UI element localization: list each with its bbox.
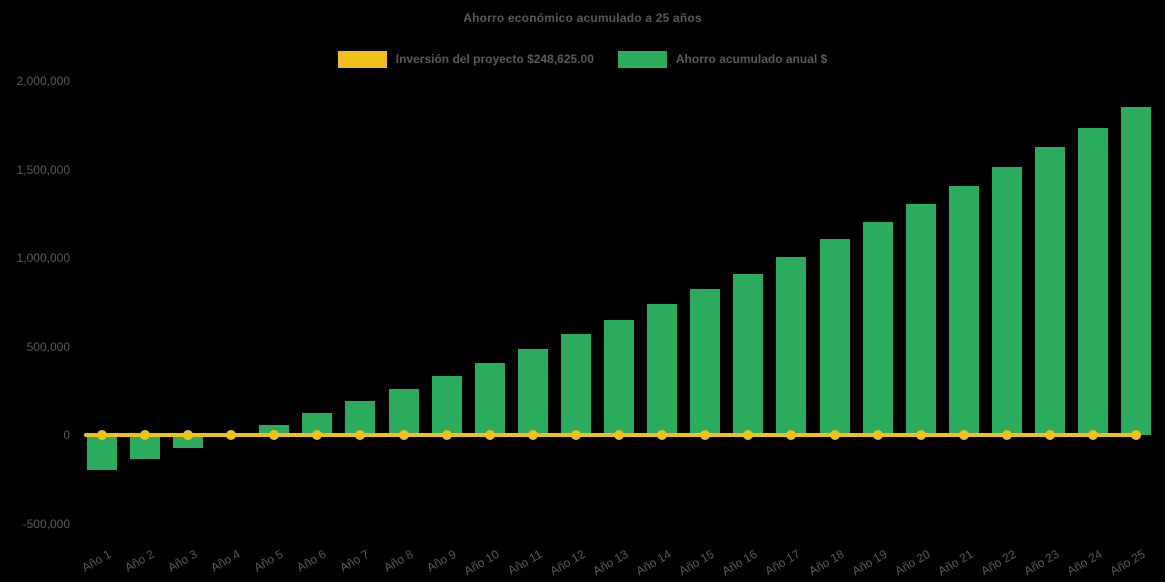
investment-line-marker <box>527 430 538 440</box>
investment-line-marker <box>312 430 323 440</box>
investment-line-marker <box>958 430 969 440</box>
investment-line-marker <box>183 430 193 440</box>
investment-line-marker <box>614 430 624 440</box>
investment-line-marker <box>743 430 754 440</box>
investment-line-marker <box>96 430 107 440</box>
bar <box>388 388 419 435</box>
bar <box>948 186 979 435</box>
legend-label-inversion: Inversión del proyecto $248,625.00 <box>395 52 594 66</box>
bar <box>129 435 160 459</box>
investment-line-marker <box>1001 430 1012 440</box>
y-tick-label: 1,000,000 <box>16 251 70 265</box>
investment-line-marker <box>484 430 495 440</box>
legend-swatch-yellow <box>337 50 387 68</box>
investment-line-marker <box>700 430 711 440</box>
investment-line-marker <box>829 430 840 440</box>
bar <box>604 319 634 435</box>
investment-line-marker <box>139 430 150 440</box>
legend-item-inversion: Inversión del proyecto $248,625.00 <box>337 50 594 68</box>
bar <box>86 435 117 470</box>
y-tick-label: 500,000 <box>26 339 70 354</box>
investment-line-marker <box>570 430 581 440</box>
bar <box>862 221 893 435</box>
bar <box>173 435 203 449</box>
bar <box>431 375 462 435</box>
investment-line-marker <box>441 430 452 440</box>
legend-item-ahorro: Ahorro acumulado anual $ <box>617 50 828 68</box>
y-tick-label: 0 <box>63 428 70 442</box>
bar <box>345 401 376 435</box>
bar <box>905 204 936 435</box>
bar <box>474 363 505 435</box>
bar <box>776 257 807 435</box>
investment-line-marker <box>355 430 366 440</box>
investment-line-marker <box>915 430 926 440</box>
bar <box>991 166 1022 435</box>
bar <box>302 412 333 435</box>
bar <box>819 239 850 435</box>
legend: Inversión del proyecto $248,625.00 Ahorr… <box>0 50 1165 68</box>
bar <box>733 273 764 435</box>
investment-line-marker <box>226 430 237 440</box>
y-tick-label: -500,000 <box>22 516 70 531</box>
y-tick-label: 1,500,000 <box>16 162 70 177</box>
investment-line <box>84 433 1141 437</box>
investment-line-marker <box>269 430 280 440</box>
investment-line-marker <box>1088 430 1099 440</box>
bar <box>1121 106 1152 435</box>
y-tick-label: 2,000,000 <box>16 74 70 88</box>
investment-line-marker <box>398 430 409 440</box>
legend-label-ahorro: Ahorro acumulado anual $ <box>675 52 828 66</box>
bar <box>690 288 721 435</box>
chart-title: Ahorro económico acumulado a 25 años <box>463 11 702 25</box>
bar <box>560 334 591 435</box>
investment-line-marker <box>1045 430 1055 440</box>
bar <box>1035 147 1065 435</box>
investment-line-marker <box>1131 430 1142 440</box>
investment-line-marker <box>786 430 797 440</box>
legend-swatch-green <box>617 50 667 68</box>
bar <box>517 349 548 435</box>
bar <box>1078 127 1109 435</box>
investment-line-marker <box>872 430 883 440</box>
investment-line-marker <box>657 430 668 440</box>
bar <box>647 304 678 435</box>
